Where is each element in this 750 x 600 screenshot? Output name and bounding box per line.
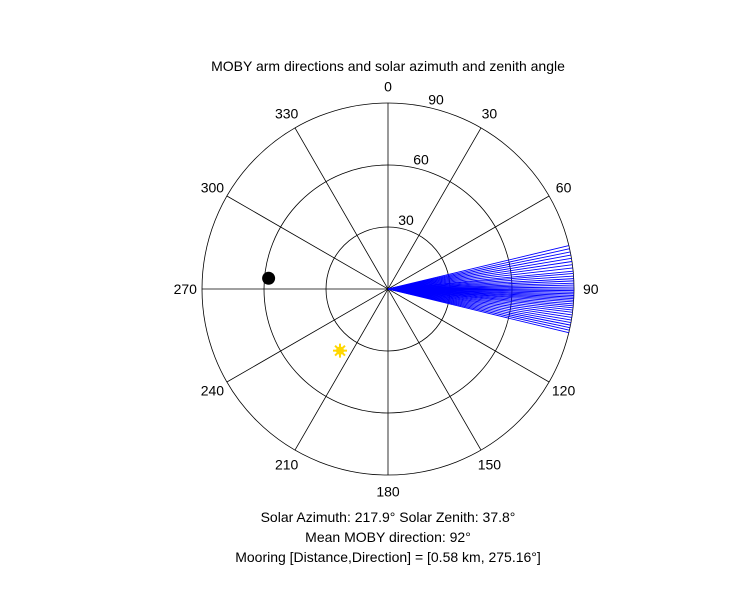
captions: Solar Azimuth: 217.9° Solar Zenith: 37.8… <box>235 509 541 565</box>
r-tick-90: 90 <box>428 92 444 108</box>
mean-direction-caption: Mean MOBY direction: 92° <box>305 529 471 545</box>
theta-tick-270: 270 <box>174 281 198 297</box>
arm-line-5 <box>387 261 573 290</box>
moby-arm-lines <box>387 245 574 334</box>
theta-tick-labels: 0 30 60 90 120 150 180 210 240 270 300 330 <box>174 78 599 499</box>
markers <box>262 271 348 358</box>
arm-line-7 <box>387 267 573 290</box>
r-tick-labels: 30 60 90 <box>398 92 444 228</box>
mooring-caption: Mooring [Distance,Direction] = [0.58 km,… <box>235 549 541 565</box>
arm-line-37 <box>387 288 569 334</box>
arm-line-6 <box>387 264 573 290</box>
theta-tick-0: 0 <box>384 78 392 94</box>
theta-tick-240: 240 <box>201 382 225 398</box>
theta-tick-120: 120 <box>552 382 576 398</box>
theta-tick-90: 90 <box>583 281 599 297</box>
theta-tick-300: 300 <box>201 180 225 196</box>
sun-core <box>336 346 345 355</box>
theta-tick-330: 330 <box>275 105 299 121</box>
arm-line-4 <box>387 257 572 290</box>
theta-tick-60: 60 <box>556 180 572 196</box>
theta-tick-30: 30 <box>482 105 498 121</box>
theta-tick-150: 150 <box>478 457 502 473</box>
arm-line-2 <box>387 251 571 290</box>
theta-tick-210: 210 <box>275 457 299 473</box>
r-tick-30: 30 <box>398 212 414 228</box>
r-tick-60: 60 <box>413 152 429 168</box>
solar-caption: Solar Azimuth: 217.9° Solar Zenith: 37.8… <box>261 509 516 525</box>
arm-line-0 <box>387 245 569 290</box>
arm-line-3 <box>387 254 571 290</box>
arm-line-1 <box>387 248 570 290</box>
theta-tick-180: 180 <box>376 484 400 500</box>
sun-marker <box>333 343 348 358</box>
mooring-marker <box>262 271 276 285</box>
chart-title: MOBY arm directions and solar azimuth an… <box>211 58 565 74</box>
